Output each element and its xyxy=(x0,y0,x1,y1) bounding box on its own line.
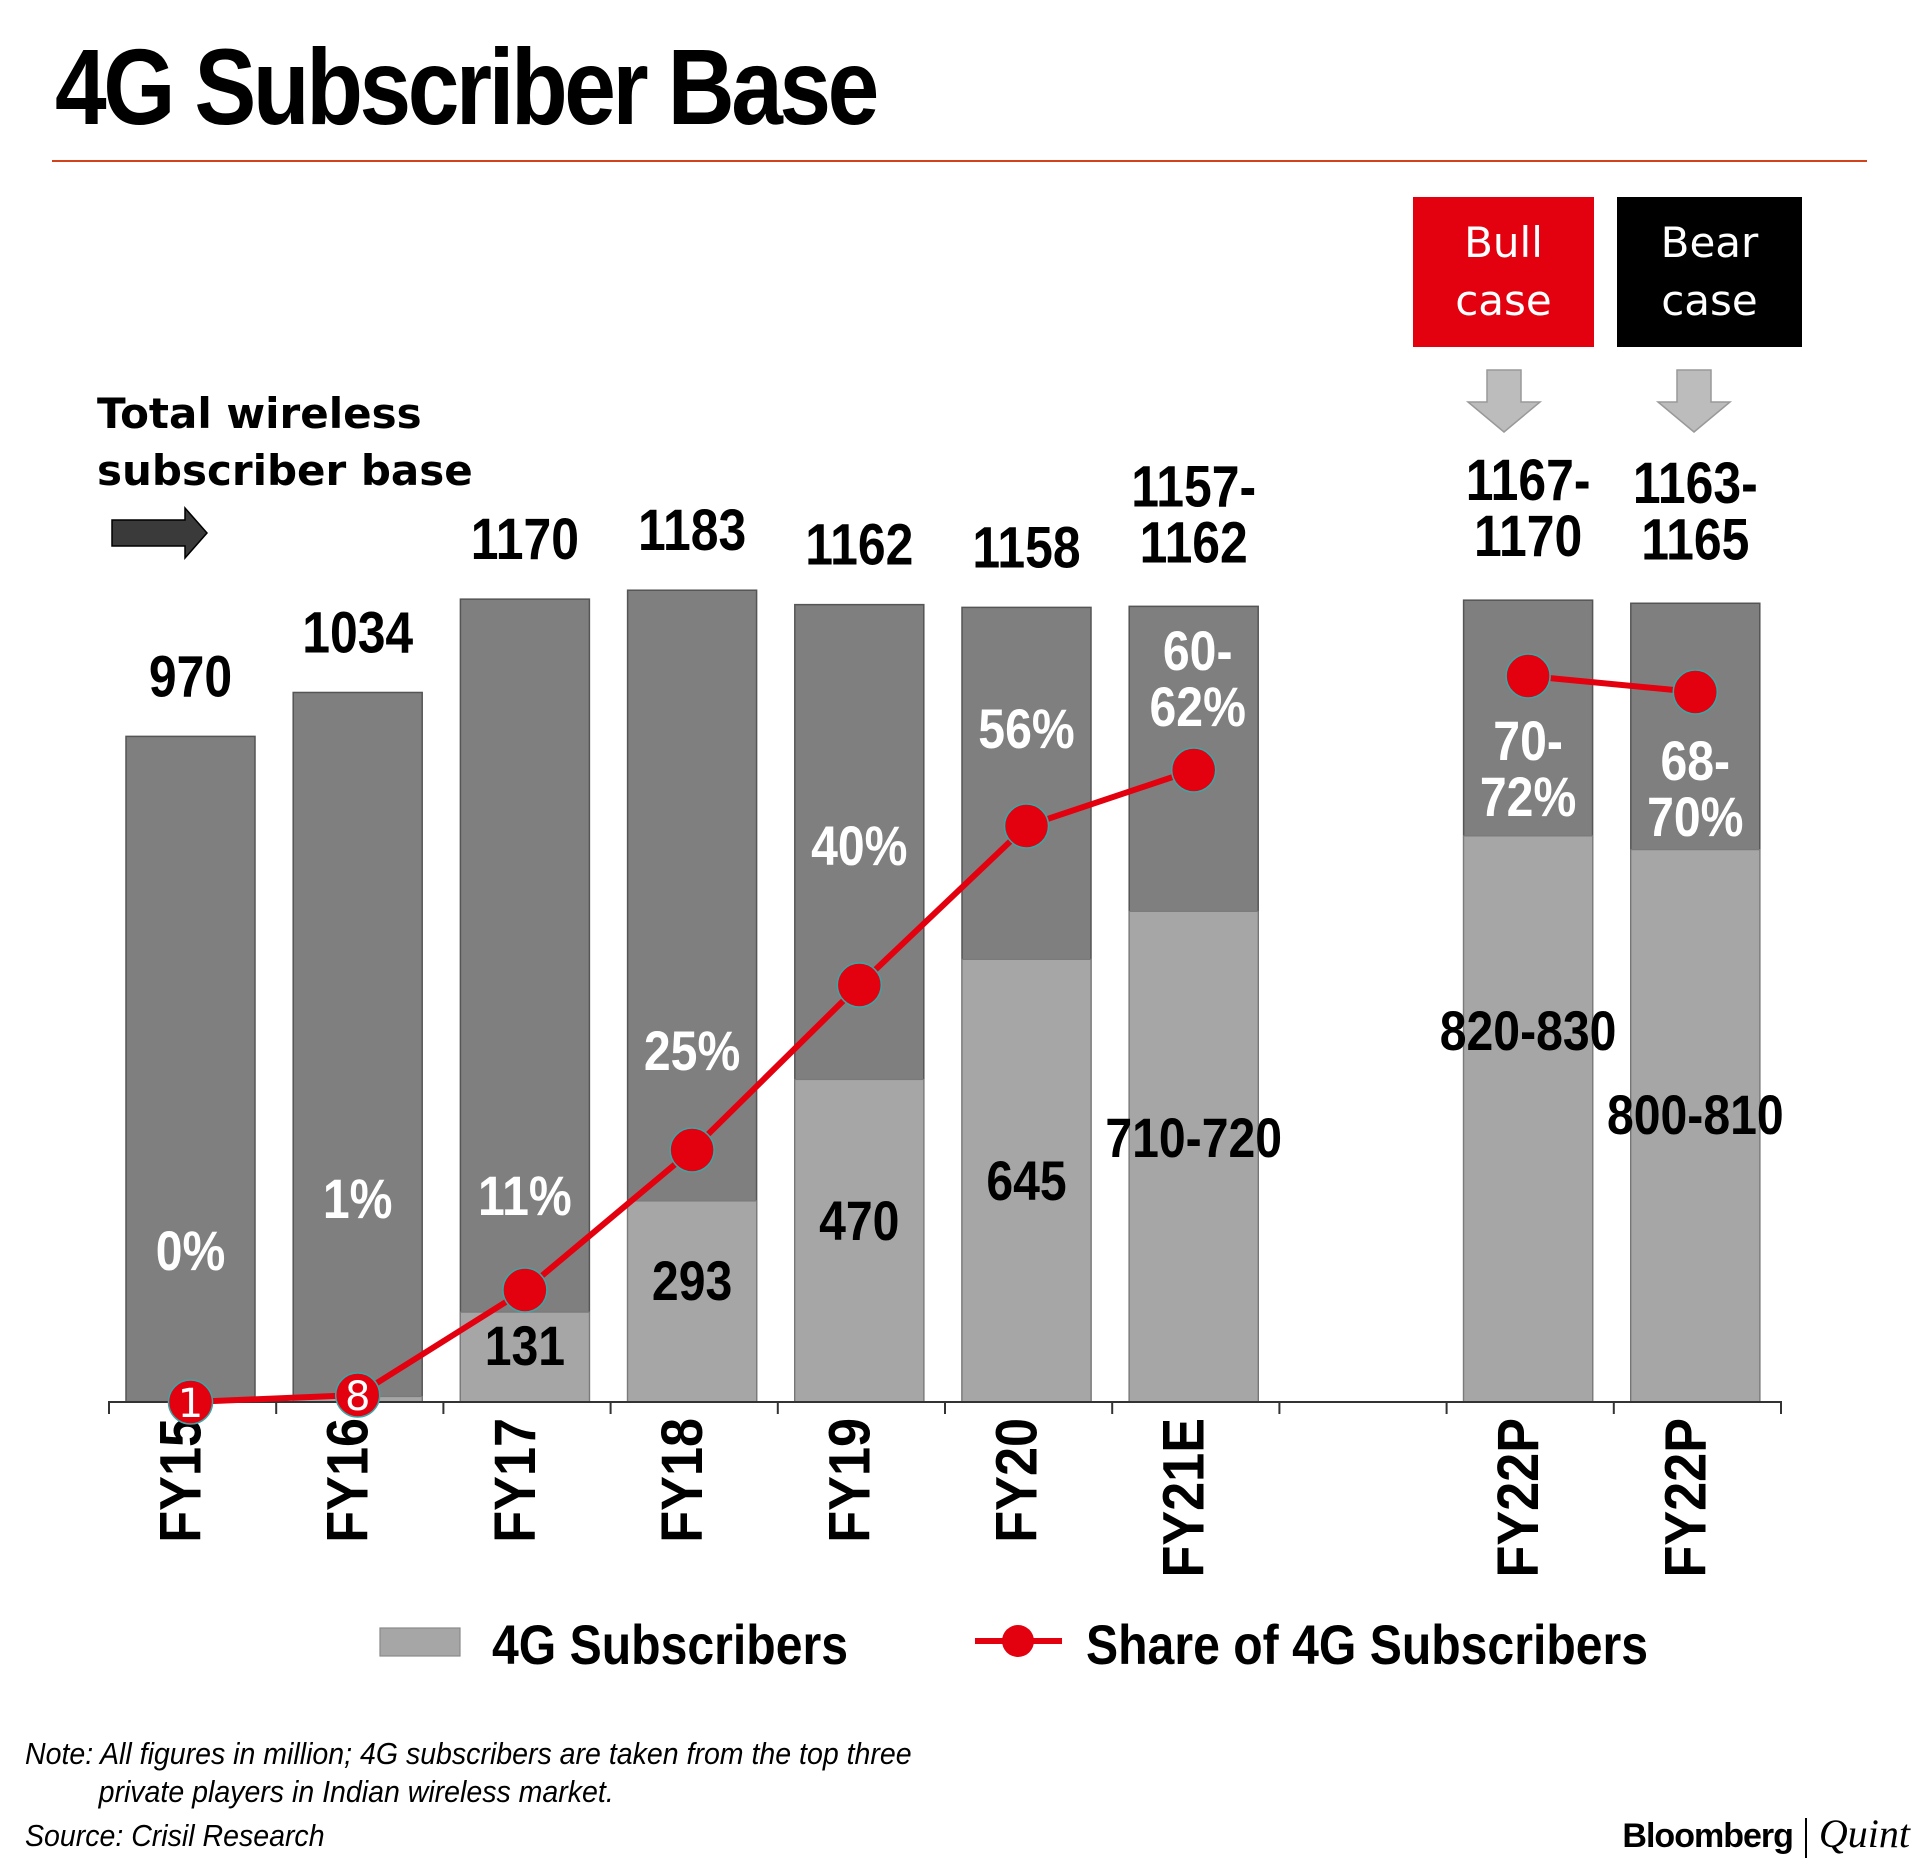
share-point-4 xyxy=(836,962,883,1008)
bear-case-badge: Bear case xyxy=(1617,197,1802,347)
total-value-label-3: 1183 xyxy=(638,499,746,563)
subscriber-value-label-9: 800-810 xyxy=(1607,1085,1784,1147)
share-point-9 xyxy=(1672,669,1719,715)
subscriber-bar-3 xyxy=(626,1200,758,1403)
brand-bloomberg: Bloomberg xyxy=(1622,1817,1793,1855)
legend-share-marker xyxy=(1002,1625,1034,1657)
total-value-label-5: 1158 xyxy=(972,516,1080,580)
bull-case-line1: Bull xyxy=(1464,218,1543,267)
total-value-label-2: 1170 xyxy=(471,508,579,572)
share-point-2 xyxy=(502,1267,548,1313)
chart-title: 4G Subscriber Base xyxy=(55,26,879,147)
x-tick-label-FY15-0: FY15 xyxy=(148,1418,213,1543)
x-tick-label-FY20-5: FY20 xyxy=(984,1418,1049,1543)
x-tick-label-FY21E-6: FY21E xyxy=(1151,1418,1216,1578)
total-value-label-6: 1157-1162 xyxy=(1131,455,1256,575)
subscriber-value-label-6: 710-720 xyxy=(1105,1108,1282,1170)
source-credit: Source: Crisil Research xyxy=(25,1818,325,1853)
subscriber-value-label-5: 645 xyxy=(986,1151,1066,1213)
share-percent-label-3: 25% xyxy=(644,1021,740,1083)
total-bar-FY15-0 xyxy=(125,735,256,1403)
legend-share-label: Share of 4G Subscribers xyxy=(1086,1613,1649,1676)
bull-down-arrow-icon xyxy=(1465,369,1543,433)
total-bar-FY16-1 xyxy=(292,691,423,1403)
brand-logo: Bloomberg Quint xyxy=(1622,1810,1910,1859)
legend-4g-subscribers-label: 4G Subscribers xyxy=(492,1613,849,1676)
total-value-label-9: 1163-1165 xyxy=(1633,452,1758,572)
x-tick-label-FY19-4: FY19 xyxy=(817,1418,882,1543)
share-percent-label-8: 70-72% xyxy=(1480,711,1576,829)
share-percent-label-2: 11% xyxy=(478,1166,572,1228)
share-point-marker-label-0: 1 xyxy=(178,1381,203,1427)
x-tick-label-FY16-1: FY16 xyxy=(315,1418,380,1543)
total-value-label-4: 1162 xyxy=(805,513,913,577)
share-percent-label-5: 56% xyxy=(978,699,1074,761)
bear-case-line2: case xyxy=(1661,276,1758,325)
share-point-3 xyxy=(669,1127,715,1173)
total-base-label-line2: subscriber base xyxy=(97,446,473,495)
total-base-label: Total wireless subscriber base xyxy=(97,385,473,499)
right-arrow-icon xyxy=(111,506,208,560)
subscriber-bar-2 xyxy=(459,1311,590,1403)
subscriber-bar-8 xyxy=(1462,835,1594,1403)
x-tick-label-FY22P-9: FY22P xyxy=(1653,1418,1718,1578)
share-percent-label-0: 0% xyxy=(156,1221,226,1283)
bear-down-arrow-icon xyxy=(1655,369,1733,433)
total-value-label-0: 970 xyxy=(149,645,232,709)
share-point-8 xyxy=(1505,653,1551,699)
footnote-line2: private players in Indian wireless marke… xyxy=(98,1774,614,1809)
footnote-line1: Note: All figures in million; 4G subscri… xyxy=(25,1736,912,1771)
subscriber-bar-5 xyxy=(961,958,1092,1403)
bull-case-badge: Bull case xyxy=(1413,197,1594,347)
subscriber-value-label-2: 131 xyxy=(485,1316,565,1378)
share-percent-label-4: 40% xyxy=(811,816,907,878)
subscriber-value-label-4: 470 xyxy=(819,1191,899,1253)
brand-quint: Quint xyxy=(1818,1811,1910,1856)
share-point-1 xyxy=(334,1372,381,1418)
subscriber-bar-4 xyxy=(794,1078,925,1403)
x-tick-label-FY22P-8: FY22P xyxy=(1486,1418,1551,1578)
share-point-0 xyxy=(167,1379,214,1425)
share-percent-label-9: 68-70% xyxy=(1647,731,1743,849)
share-point-5 xyxy=(1003,803,1050,849)
total-value-label-1: 1034 xyxy=(302,601,413,665)
share-percent-label-1: 1% xyxy=(323,1169,393,1231)
share-point-6 xyxy=(1170,747,1217,793)
share-point-marker-label-1: 8 xyxy=(345,1374,370,1420)
x-tick-label-FY17-2: FY17 xyxy=(482,1418,547,1543)
total-base-label-line1: Total wireless xyxy=(97,389,422,438)
total-value-label-8: 1167-1170 xyxy=(1466,449,1591,569)
subscriber-bar-9 xyxy=(1630,849,1761,1403)
subscriber-value-label-3: 293 xyxy=(652,1251,732,1313)
title-rule xyxy=(52,160,1867,162)
x-tick-label-FY18-3: FY18 xyxy=(650,1418,715,1543)
bear-case-line1: Bear xyxy=(1660,218,1759,267)
share-percent-label-6: 60-62% xyxy=(1150,621,1246,739)
subscriber-bar-6 xyxy=(1128,910,1259,1403)
footnote: Note: All figures in million; 4G subscri… xyxy=(25,1735,912,1811)
bull-case-line2: case xyxy=(1455,276,1552,325)
legend-4g-swatch xyxy=(379,1627,461,1657)
share-line-segment-1 xyxy=(1527,673,1696,695)
brand-separator xyxy=(1804,1818,1807,1859)
subscriber-value-label-8: 820-830 xyxy=(1440,1001,1617,1063)
